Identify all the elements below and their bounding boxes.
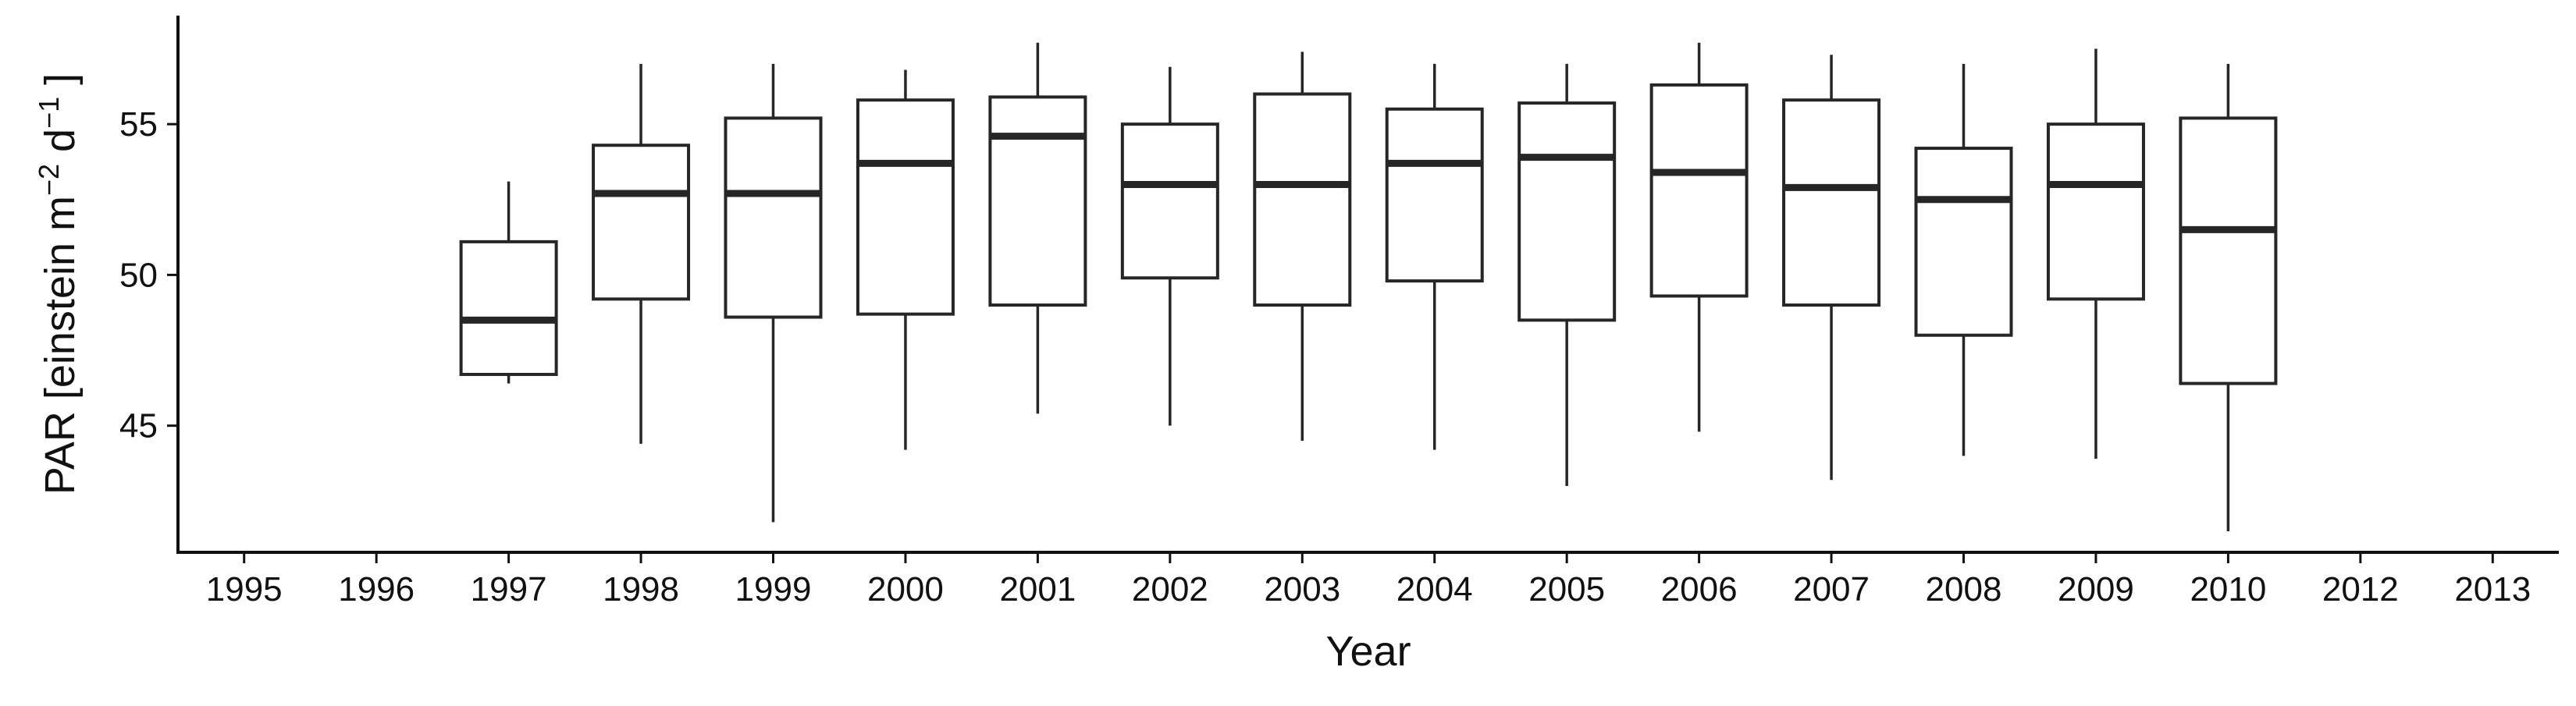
iqr-box bbox=[856, 98, 955, 316]
iqr-box bbox=[2179, 116, 2278, 385]
box-2000 bbox=[856, 69, 955, 450]
x-tick-label: 2004 bbox=[1397, 570, 1473, 608]
iqr-box bbox=[1253, 92, 1352, 307]
box-2001 bbox=[988, 42, 1087, 414]
y-axis-title-exp1: −2 bbox=[33, 164, 65, 196]
iqr-box bbox=[1385, 107, 1484, 283]
box-2010 bbox=[2179, 63, 2278, 531]
box-2009 bbox=[2046, 48, 2145, 459]
x-tick-label: 2006 bbox=[1661, 570, 1738, 608]
y-axis-title-prefix: PAR [einstein m bbox=[37, 196, 84, 495]
x-tick-label: 2002 bbox=[1132, 570, 1208, 608]
x-tick-label: 2003 bbox=[1264, 570, 1340, 608]
y-axis-title-suffix: ] bbox=[37, 73, 84, 97]
x-tick-label: 1998 bbox=[603, 570, 679, 608]
x-tick-label: 2001 bbox=[999, 570, 1076, 608]
x-ticks-layer: 1995 1996 1997 1998 1999 2000 2001 2002 2003 2004… bbox=[206, 552, 2531, 608]
y-tick-label: 45 bbox=[119, 407, 158, 445]
iqr-box bbox=[988, 95, 1087, 307]
iqr-box bbox=[1517, 101, 1617, 322]
x-tick-label: 2009 bbox=[2058, 570, 2134, 608]
x-tick-label: 2000 bbox=[867, 570, 944, 608]
box-2003 bbox=[1253, 51, 1352, 441]
box-2004 bbox=[1385, 63, 1484, 450]
box-2005 bbox=[1517, 63, 1617, 486]
x-tick-label: 2010 bbox=[2190, 570, 2266, 608]
box-1999 bbox=[724, 63, 823, 523]
x-tick-label: 1996 bbox=[338, 570, 415, 608]
box-2006 bbox=[1649, 42, 1749, 432]
iqr-box bbox=[724, 116, 823, 319]
iqr-box bbox=[459, 239, 558, 376]
iqr-box bbox=[1782, 98, 1881, 307]
iqr-box bbox=[1649, 83, 1749, 298]
y-axis-title-mid: d bbox=[37, 129, 84, 164]
x-axis-title: Year bbox=[1325, 628, 1411, 675]
box-2008 bbox=[1914, 63, 2013, 456]
x-tick-label: 2012 bbox=[2322, 570, 2399, 608]
y-axis-title: PAR [einstein m−2 d−1 ] bbox=[33, 73, 84, 495]
x-tick-label: 1997 bbox=[471, 570, 547, 608]
iqr-box bbox=[1914, 147, 2013, 337]
x-tick-label: 2008 bbox=[1926, 570, 2002, 608]
iqr-box bbox=[2046, 122, 2145, 301]
box-2002 bbox=[1120, 66, 1219, 426]
boxes-layer bbox=[459, 42, 2278, 531]
y-tick-label: 55 bbox=[119, 105, 158, 144]
x-tick-label: 2007 bbox=[1793, 570, 1870, 608]
iqr-box bbox=[1120, 122, 1219, 280]
axes-layer bbox=[176, 16, 2559, 554]
box-2007 bbox=[1782, 55, 1881, 481]
x-tick-label: 2013 bbox=[2454, 570, 2531, 608]
y-axis-title-exp2: −1 bbox=[33, 97, 65, 129]
x-tick-label: 2005 bbox=[1528, 570, 1605, 608]
y-tick-label: 50 bbox=[119, 256, 158, 294]
box-1997 bbox=[459, 181, 558, 384]
x-tick-label: 1999 bbox=[735, 570, 812, 608]
y-ticks-layer: 45 50 55 bbox=[119, 105, 178, 445]
x-tick-label: 1995 bbox=[206, 570, 283, 608]
iqr-box bbox=[592, 144, 691, 301]
box-1998 bbox=[592, 63, 691, 444]
